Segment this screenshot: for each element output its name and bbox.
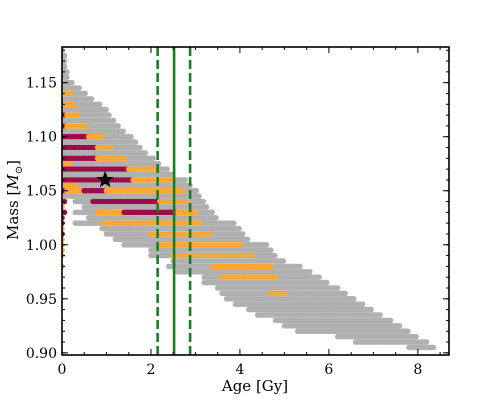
point-gray — [351, 296, 357, 302]
point-gray — [82, 90, 88, 97]
point-gray — [142, 150, 148, 156]
point-gray — [377, 312, 383, 318]
x-tick-label: 6 — [324, 362, 333, 378]
point-gray — [103, 106, 109, 113]
point-gray — [64, 74, 70, 81]
point-gray — [137, 144, 143, 151]
y-axis-label-symbol: M — [4, 174, 22, 191]
point-gray — [115, 123, 121, 129]
point-gray — [62, 63, 68, 70]
point-gray — [164, 166, 170, 172]
point-gray — [62, 52, 68, 59]
x-tick-label: 4 — [235, 362, 244, 378]
point-gray — [128, 133, 134, 140]
point-gray — [76, 85, 82, 91]
y-axis-label-subscript: ⊙ — [14, 166, 25, 174]
point-gray — [88, 96, 95, 102]
point-gray — [200, 198, 207, 205]
point-gray — [316, 274, 322, 280]
point-gray — [120, 128, 126, 135]
point-gray — [334, 285, 341, 291]
point-gray — [244, 236, 251, 243]
y-axis-label-text: Mass [ — [4, 190, 22, 240]
point-gray — [236, 225, 242, 232]
x-tick-label: 2 — [147, 362, 156, 378]
ticks-layer: 0 2 4 6 8 0.90 0.95 1.00 1.05 1.10 1.15 — [26, 47, 449, 378]
point-gray — [396, 323, 403, 329]
point-gray — [196, 193, 202, 199]
point-gray — [306, 268, 313, 275]
point-gray — [405, 328, 411, 335]
point-gray — [342, 290, 348, 297]
point-gray — [359, 301, 366, 308]
y-tick-label: 0.95 — [26, 292, 57, 308]
y-axis-label-close: ] — [4, 160, 22, 166]
point-gray — [96, 101, 103, 108]
y-tick-label: 1.00 — [26, 238, 57, 254]
points-layer — [62, 47, 437, 351]
y-tick-label: 1.15 — [26, 76, 57, 92]
point-gray — [263, 241, 270, 248]
point-gray — [387, 317, 394, 324]
star-layer — [96, 170, 114, 188]
point-gray — [106, 112, 112, 118]
plot-frame — [61, 46, 450, 356]
y-axis-label: Mass [M⊙] — [4, 160, 25, 240]
point-gray — [368, 306, 374, 313]
point-gray — [239, 231, 246, 237]
y-tick-label: 1.05 — [26, 184, 57, 200]
point-gray — [423, 339, 430, 345]
y-tick-label: 1.10 — [26, 130, 57, 146]
point-gray — [268, 247, 274, 253]
y-tick-label: 0.90 — [26, 346, 57, 362]
point-gray — [209, 209, 215, 216]
x-tick-label: 8 — [413, 362, 422, 378]
point-gray — [110, 117, 117, 124]
point-gray — [203, 204, 210, 210]
point-gray — [150, 155, 156, 162]
point-gray — [230, 220, 237, 226]
point-gray — [297, 263, 303, 270]
x-axis-label: Age [Gy] — [221, 377, 288, 395]
point-gray — [272, 252, 278, 259]
point-gray — [213, 214, 219, 221]
point-gray — [323, 279, 330, 286]
point-gray — [182, 177, 188, 183]
point-gray — [64, 69, 70, 75]
point-gray — [132, 139, 139, 145]
point-gray — [430, 344, 437, 351]
point-gray — [68, 79, 75, 86]
point-gray — [413, 333, 419, 340]
vertical-lines-layer — [156, 47, 192, 355]
point-gray — [280, 258, 287, 264]
star-marker — [96, 170, 114, 188]
point-gray — [193, 187, 200, 194]
x-tick-label: 0 — [58, 362, 67, 378]
